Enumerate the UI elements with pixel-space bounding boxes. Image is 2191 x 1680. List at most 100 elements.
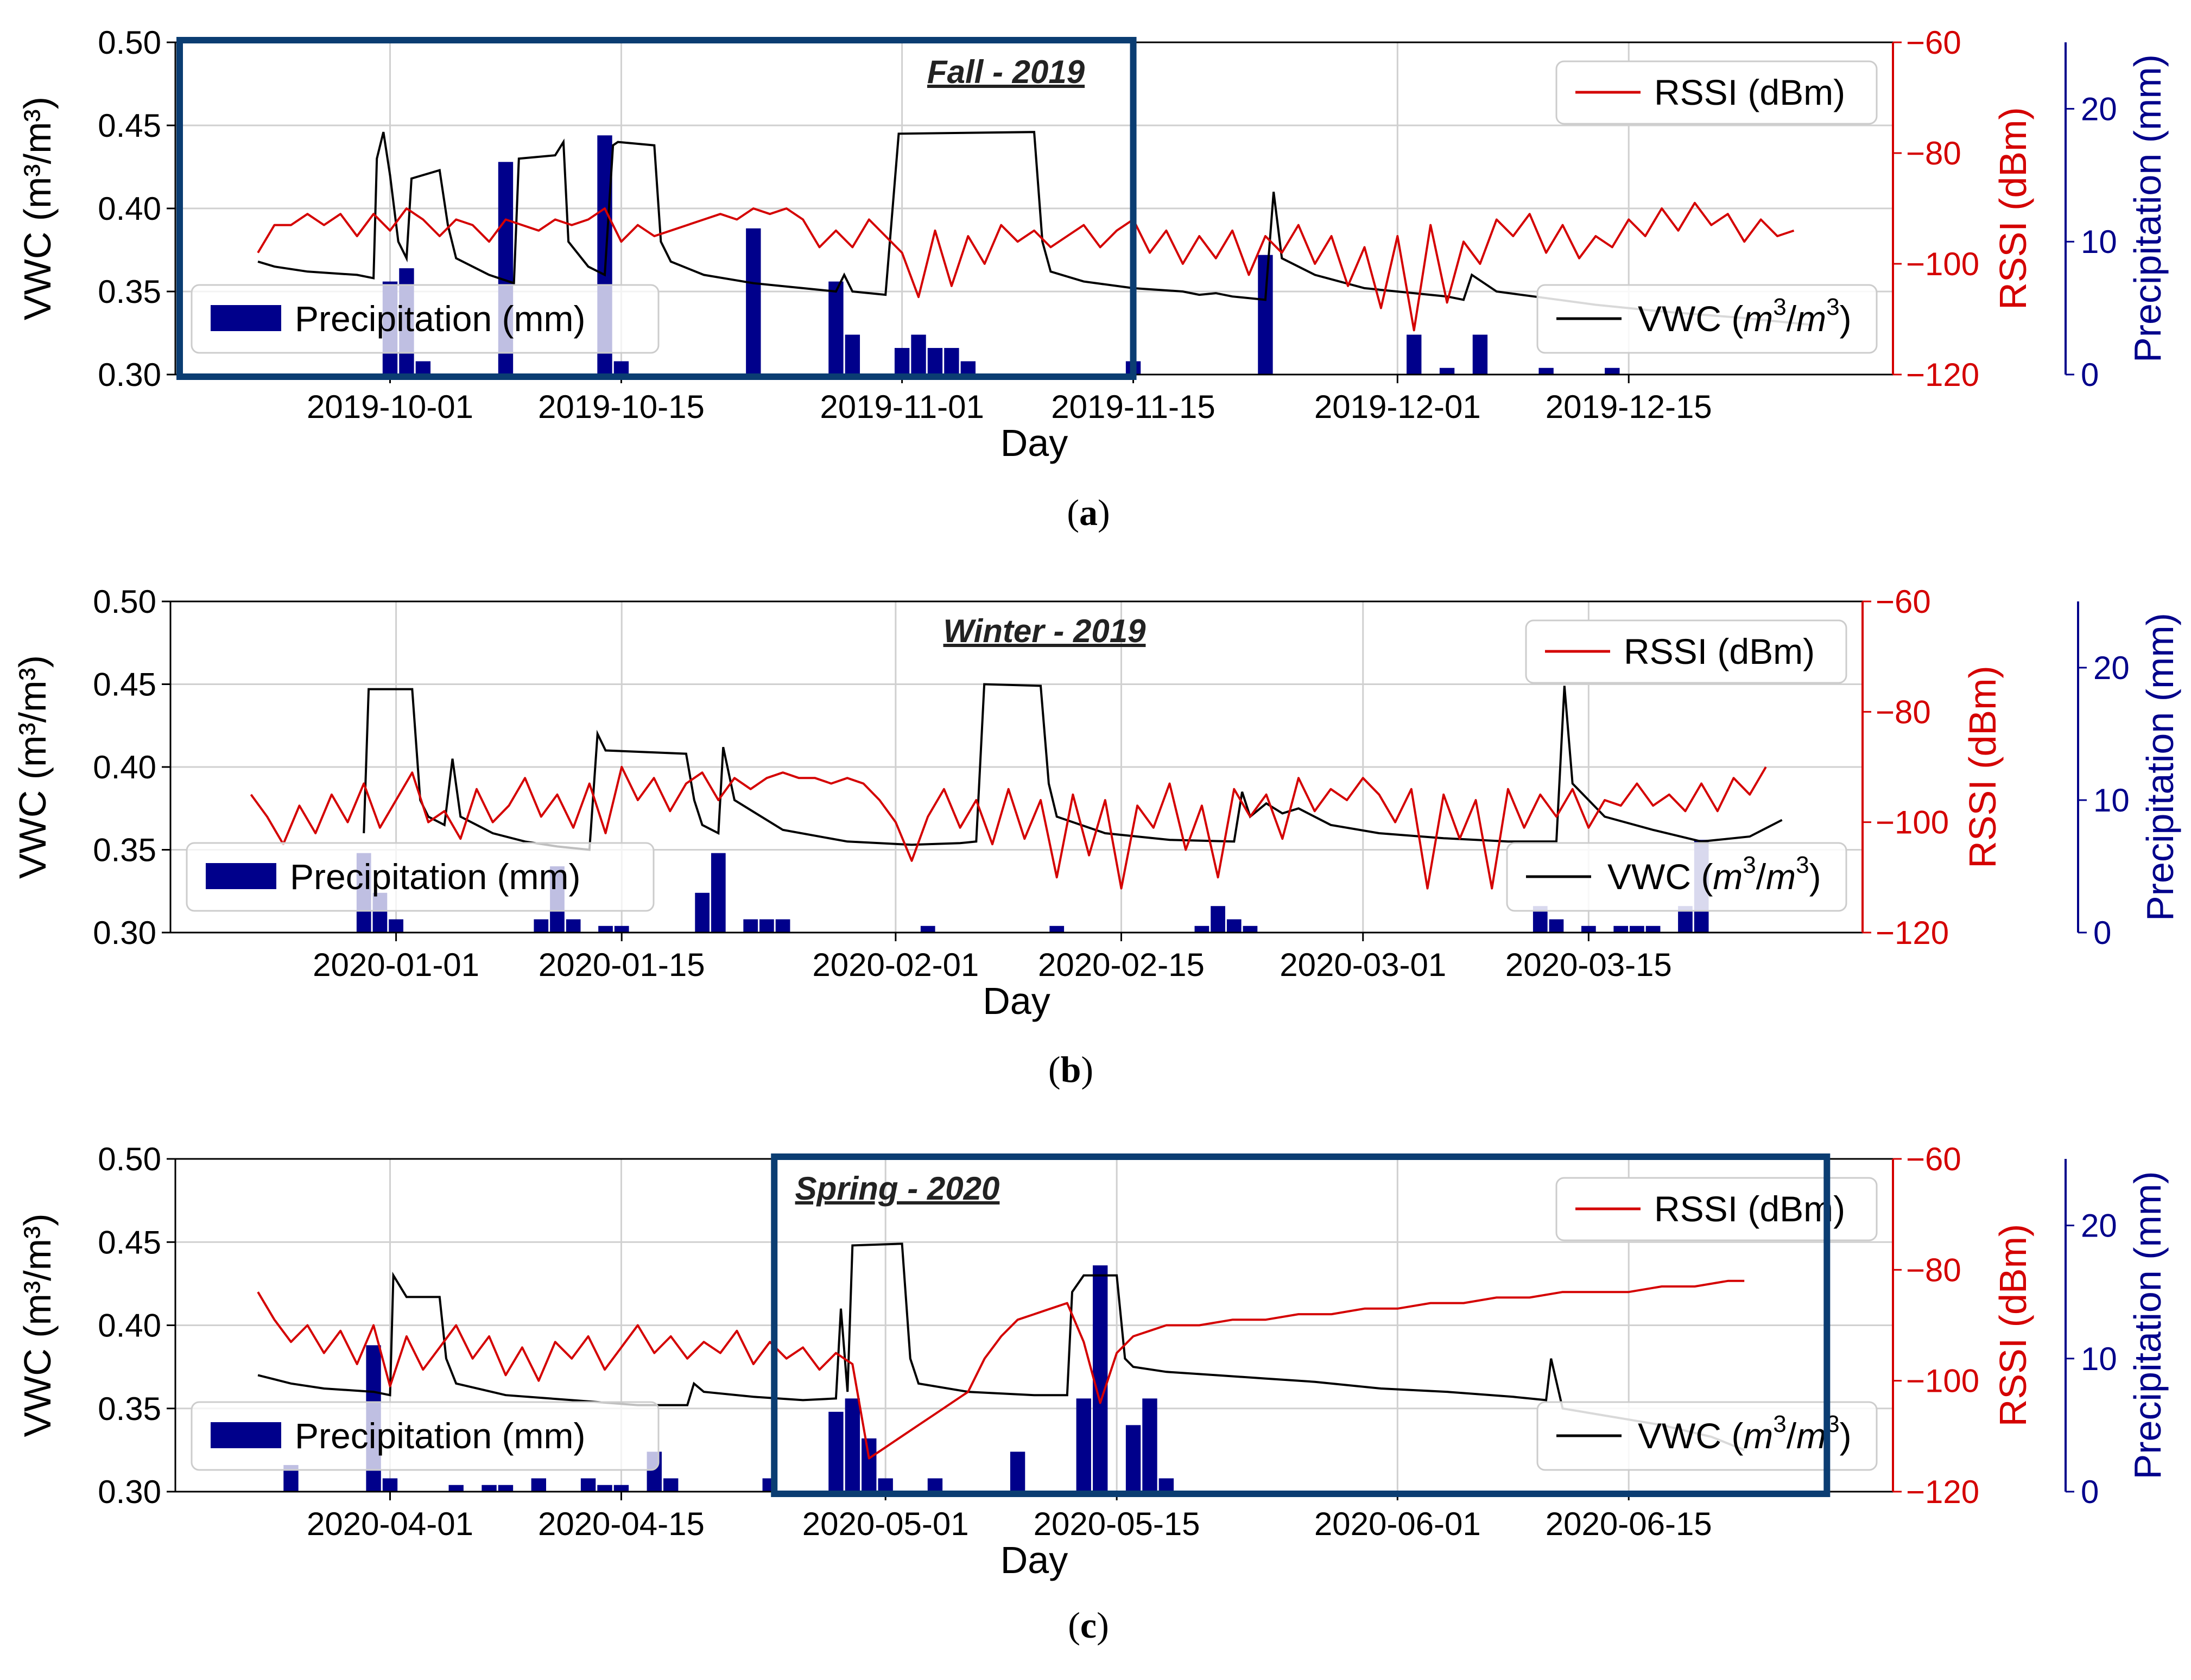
precip-bar-15	[1258, 255, 1273, 375]
y-tick-label: 0.30	[98, 357, 161, 393]
rssi-tick-label: −60	[1906, 24, 1961, 61]
caption-open: (	[1048, 1049, 1061, 1090]
legend-vwc-part: m	[1713, 857, 1743, 897]
precip-bar-9	[613, 1485, 629, 1492]
panel-caption: (a)	[1067, 492, 1110, 533]
x-tick-label: 2020-03-15	[1505, 947, 1672, 983]
y-tick-label: 0.35	[98, 1391, 161, 1427]
rssi-tick-label: −80	[1876, 694, 1931, 730]
precip-bar-10	[743, 919, 758, 933]
precip-bar-13	[828, 1411, 844, 1492]
precip-bar-18	[1472, 334, 1488, 375]
precip-bar-9	[894, 348, 910, 375]
x-tick-label: 2020-04-15	[538, 1506, 705, 1542]
precip-bar-16	[1407, 334, 1422, 375]
precipitation-bars	[283, 1265, 1174, 1492]
precip-bar-7	[580, 1478, 596, 1492]
precip-bar-20	[1093, 1265, 1108, 1492]
x-tick-label: 2019-12-01	[1314, 389, 1481, 425]
legend-precip-box	[191, 284, 660, 354]
legend-precip-swatch	[211, 305, 281, 331]
caption-close: )	[1081, 1049, 1093, 1090]
x-tick-label: 2020-05-15	[1034, 1506, 1200, 1542]
precip-bar-5	[566, 919, 581, 933]
legend-vwc-label: VWC (m3/m3)	[1607, 852, 1821, 897]
x-tick-label: 2019-10-15	[538, 389, 705, 425]
vwc-line	[257, 1242, 1745, 1451]
y-tick-label: 0.40	[98, 191, 161, 227]
precip-axis-label: Precipitation (mm)	[2139, 613, 2181, 921]
legend-vwc-box	[1536, 1401, 1878, 1471]
y-tick-label: 0.45	[98, 107, 161, 144]
precip-bar-21	[1581, 925, 1596, 933]
season-highlight-box	[771, 1153, 1831, 1497]
vwc-axis-label: VWC (m³/m³)	[16, 97, 59, 320]
precip-bar-6	[531, 1478, 546, 1492]
season-highlight-box	[176, 37, 1137, 380]
y-tick-label: 0.50	[98, 1141, 161, 1177]
precip-bar-22	[1142, 1398, 1157, 1492]
rssi-axis-label: RSSI (dBm)	[1992, 1224, 2034, 1427]
rssi-tick-label: −100	[1876, 804, 1949, 841]
precip-bar-20	[1605, 367, 1620, 375]
rssi-tick-label: −80	[1906, 1252, 1961, 1288]
legend-precip-box	[191, 1401, 660, 1471]
precip-bar-11	[663, 1478, 679, 1492]
legend-vwc-part: 3	[1743, 852, 1756, 878]
season-title: Winter - 2019	[943, 613, 1147, 649]
precip-bar-14	[845, 1398, 860, 1492]
precip-bar-10	[911, 334, 926, 375]
x-tick-label: 2020-03-01	[1280, 947, 1446, 983]
legend-precip-label: Precipitation (mm)	[295, 299, 585, 339]
precip-bar-2	[415, 361, 431, 375]
rssi-axis-label: RSSI (dBm)	[1961, 665, 2004, 868]
precip-bar-8	[845, 334, 860, 375]
panel-caption: (c)	[1068, 1605, 1109, 1646]
caption-letter: b	[1061, 1049, 1081, 1090]
legend-vwc-part: /	[1787, 299, 1797, 339]
legend-vwc-part: /	[1787, 1416, 1797, 1456]
precip-bar-8	[597, 1485, 612, 1492]
x-axis-label: Day	[1000, 1539, 1068, 1581]
legend-precip-swatch	[206, 863, 276, 889]
rssi-tick-label: −100	[1906, 1363, 1979, 1399]
x-tick-label: 2019-10-01	[307, 389, 473, 425]
rssi-tick-label: −120	[1876, 915, 1949, 951]
panel-a: 2019-10-01 2019-10-15 2019-11-01 2019-11-15…	[16, 24, 2169, 533]
legend-rssi: RSSI (dBm)	[1525, 619, 1847, 684]
x-tick-label: 2020-06-15	[1546, 1506, 1712, 1542]
precip-bar-5	[498, 1485, 514, 1492]
x-tick-label: 2020-05-01	[802, 1506, 969, 1542]
legend-vwc-part: )	[1809, 857, 1821, 897]
legend-rssi: RSSI (dBm)	[1555, 60, 1878, 125]
y-tick-label: 0.40	[93, 749, 156, 785]
panel-caption: (b)	[1048, 1049, 1093, 1090]
rssi-tick-label: −120	[1906, 1474, 1979, 1510]
y-tick-label: 0.30	[98, 1474, 161, 1510]
legend-rssi-label: RSSI (dBm)	[1654, 1189, 1845, 1229]
legend-precip-swatch	[211, 1422, 281, 1448]
caption-letter: a	[1079, 492, 1098, 533]
x-axis-label: Day	[1000, 422, 1068, 464]
precip-bar-17	[1226, 919, 1242, 933]
legend-vwc-label: VWC (m3/m3)	[1638, 1411, 1852, 1456]
precip-bar-2	[389, 919, 403, 933]
legend-rssi-box	[1525, 619, 1847, 684]
legend-vwc-part: /	[1756, 857, 1766, 897]
legend-rssi-box	[1555, 60, 1878, 125]
precip-bar-18	[1010, 1451, 1025, 1492]
y-tick-label: 0.50	[93, 584, 156, 620]
x-tick-label: 2019-11-01	[820, 389, 984, 425]
legend-vwc-part: 3	[1773, 1411, 1786, 1437]
season-title: Fall - 2019	[927, 54, 1085, 90]
precip-bar-15	[1194, 925, 1210, 933]
season-title: Spring - 2020	[795, 1170, 1000, 1207]
precip-tick-label: 0	[2093, 915, 2111, 951]
legend-rssi: RSSI (dBm)	[1555, 1177, 1878, 1241]
caption-open: (	[1068, 1605, 1080, 1646]
legend-vwc-part: m	[1796, 299, 1826, 339]
precip-bar-15	[862, 1438, 877, 1492]
precip-tick-label: 10	[2081, 224, 2117, 260]
precip-tick-label: 10	[2093, 782, 2130, 819]
